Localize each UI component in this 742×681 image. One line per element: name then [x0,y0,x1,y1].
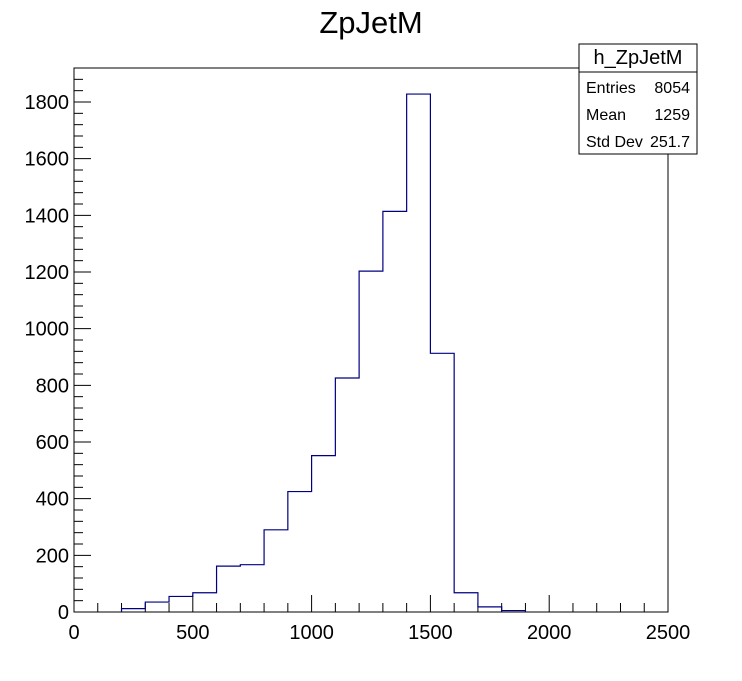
histogram-bin [122,609,146,612]
stats-mean-label: Mean [586,107,626,124]
histogram-bin [193,593,217,612]
histogram-bin [288,492,312,612]
histogram-bin [454,593,478,612]
y-tick-label: 800 [36,375,69,397]
chart-title: ZpJetM [319,5,422,40]
stats-mean-value: 1259 [654,107,690,124]
histogram-bin [145,602,169,612]
histogram-bin [217,566,241,612]
histogram-bin [478,607,502,612]
histogram-bin [312,456,336,612]
y-tick-label: 1400 [25,205,70,227]
y-tick-label: 1800 [25,92,70,114]
x-tick-label: 0 [68,622,79,644]
histogram-bin [240,565,264,612]
histogram-outline [120,93,527,612]
y-tick-label: 0 [58,602,69,624]
histogram-bin [430,353,454,612]
histogram-bin [335,378,359,612]
x-tick-label: 2500 [646,622,691,644]
histogram-bin [169,596,193,612]
histogram-bin [407,94,431,612]
x-axis: 0 500 1000 1500 2000 2500 [68,595,690,644]
y-tick-label: 1600 [25,149,70,171]
stats-stddev-label: Std Dev [586,134,643,151]
x-tick-label: 1000 [289,622,334,644]
y-tick-label: 400 [36,489,69,511]
stats-box-frame [578,43,698,155]
histogram-bins [122,94,526,612]
histogram-bin [383,211,407,612]
y-tick-label: 200 [36,545,69,567]
histogram-bin [264,530,288,612]
stats-entries-label: Entries [586,80,636,97]
x-tick-label: 2000 [527,622,572,644]
stats-stddev-value: 251.7 [650,134,690,151]
histogram-bin [359,271,383,612]
y-axis: 0 200 400 600 800 1000 1200 1400 1600 1800 [25,67,91,624]
y-tick-label: 1000 [25,319,70,341]
histogram-bin [502,611,526,612]
y-tick-label: 1200 [25,262,70,284]
x-tick-label: 500 [176,622,209,644]
x-tick-label: 1500 [408,622,453,644]
y-tick-label: 600 [36,432,69,454]
stats-box-title: h_ZpJetM [594,47,683,69]
stats-box: h_ZpJetM Entries 8054 Mean 1259 Std Dev … [578,43,698,155]
stats-entries-value: 8054 [654,80,690,97]
